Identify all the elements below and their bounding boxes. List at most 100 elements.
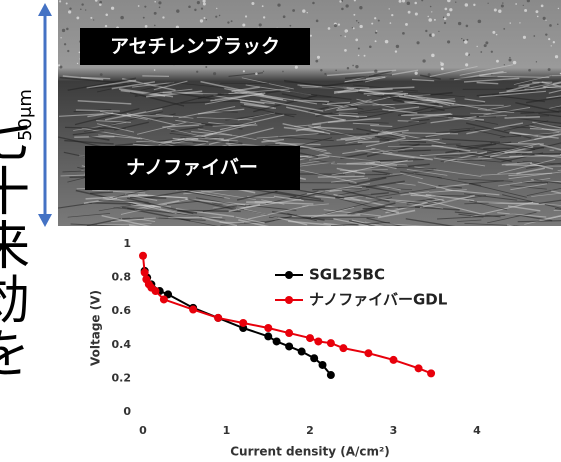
texture <box>374 40 377 43</box>
texture <box>111 81 156 90</box>
y-axis-title: Voltage (V) <box>89 290 103 366</box>
texture <box>155 113 194 119</box>
data-point <box>389 355 398 364</box>
texture <box>424 199 486 216</box>
texture <box>550 45 552 47</box>
texture <box>408 192 445 202</box>
texture <box>419 74 441 80</box>
texture <box>355 91 403 102</box>
texture <box>447 0 451 3</box>
texture <box>356 127 402 138</box>
texture <box>436 183 469 189</box>
texture <box>370 124 393 127</box>
texture <box>459 64 514 76</box>
texture <box>355 19 358 22</box>
texture <box>261 199 285 205</box>
texture <box>327 101 350 105</box>
texture <box>495 33 498 36</box>
texture <box>261 5 264 8</box>
texture <box>313 126 353 131</box>
texture <box>395 182 416 186</box>
texture <box>375 30 378 32</box>
texture <box>67 77 137 91</box>
texture <box>540 4 544 8</box>
texture <box>512 60 517 65</box>
texture <box>524 215 561 225</box>
texture <box>491 73 493 76</box>
texture <box>113 207 140 211</box>
texture <box>529 125 561 133</box>
texture <box>154 1 156 3</box>
texture <box>142 75 170 78</box>
texture <box>427 73 431 77</box>
texture <box>498 178 551 187</box>
texture <box>365 221 385 226</box>
texture <box>429 189 467 193</box>
texture <box>407 10 411 14</box>
texture <box>487 211 537 224</box>
texture <box>557 7 560 10</box>
texture <box>547 68 551 72</box>
texture <box>58 0 62 3</box>
texture <box>312 119 346 125</box>
texture <box>77 100 132 105</box>
series-line <box>143 270 332 376</box>
texture <box>282 15 286 19</box>
texture <box>406 168 448 176</box>
texture <box>198 138 243 145</box>
texture <box>487 2 489 4</box>
texture <box>549 24 552 27</box>
texture <box>258 23 262 27</box>
texture <box>491 109 535 113</box>
texture <box>414 12 418 16</box>
texture <box>522 152 561 155</box>
texture <box>262 16 266 19</box>
texture <box>479 90 546 98</box>
legend-marker <box>285 296 293 304</box>
texture <box>431 194 471 197</box>
texture <box>353 0 356 2</box>
texture <box>70 223 123 226</box>
texture <box>536 15 539 18</box>
texture <box>286 106 345 121</box>
texture <box>345 136 375 142</box>
texture <box>64 139 114 145</box>
texture <box>376 186 442 198</box>
texture <box>449 127 475 131</box>
texture <box>404 98 455 103</box>
texture <box>397 149 431 153</box>
texture <box>230 20 233 23</box>
texture <box>176 209 198 214</box>
texture <box>366 122 427 135</box>
texture <box>480 51 483 53</box>
texture <box>88 135 110 141</box>
texture <box>59 76 128 84</box>
texture <box>323 222 357 226</box>
texture <box>344 35 347 38</box>
texture <box>485 105 511 111</box>
texture <box>197 92 229 100</box>
texture <box>513 75 552 85</box>
texture <box>235 198 302 210</box>
label-text: アセチレンブラック <box>110 35 280 58</box>
texture <box>234 91 287 102</box>
texture <box>146 96 206 112</box>
texture <box>213 72 217 76</box>
texture <box>309 34 312 37</box>
texture <box>509 56 511 59</box>
texture <box>283 126 325 134</box>
texture <box>153 80 188 91</box>
texture <box>176 9 180 13</box>
texture <box>315 59 319 63</box>
texture <box>356 177 387 185</box>
texture <box>546 95 561 99</box>
texture <box>301 86 356 90</box>
texture <box>404 101 443 108</box>
texture <box>532 121 561 129</box>
texture <box>324 99 372 111</box>
texture <box>446 115 497 118</box>
data-point <box>285 329 294 338</box>
texture <box>522 35 526 39</box>
texture <box>67 49 70 53</box>
